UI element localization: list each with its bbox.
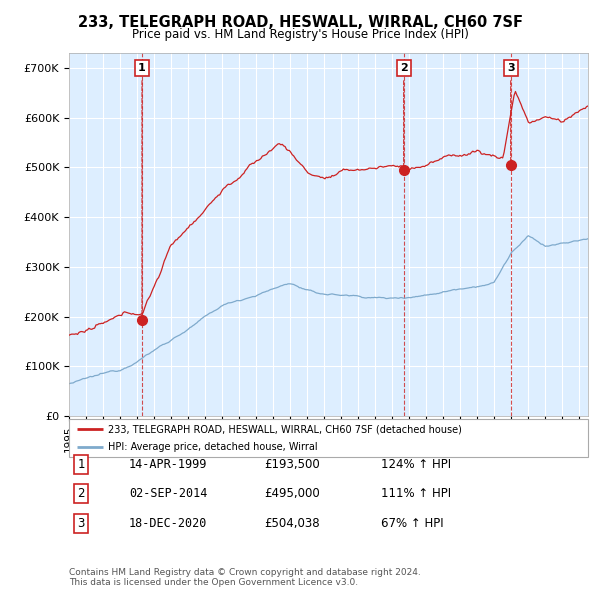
Text: 1: 1: [77, 458, 85, 471]
Text: 3: 3: [77, 517, 85, 530]
Text: 1: 1: [138, 63, 146, 73]
Text: 111% ↑ HPI: 111% ↑ HPI: [381, 487, 451, 500]
Text: 14-APR-1999: 14-APR-1999: [129, 458, 208, 471]
Text: Contains HM Land Registry data © Crown copyright and database right 2024.
This d: Contains HM Land Registry data © Crown c…: [69, 568, 421, 587]
Text: £504,038: £504,038: [264, 517, 320, 530]
Text: HPI: Average price, detached house, Wirral: HPI: Average price, detached house, Wirr…: [108, 442, 317, 452]
Text: 67% ↑ HPI: 67% ↑ HPI: [381, 517, 443, 530]
Text: 18-DEC-2020: 18-DEC-2020: [129, 517, 208, 530]
Text: 2: 2: [77, 487, 85, 500]
Text: 124% ↑ HPI: 124% ↑ HPI: [381, 458, 451, 471]
Text: 233, TELEGRAPH ROAD, HESWALL, WIRRAL, CH60 7SF: 233, TELEGRAPH ROAD, HESWALL, WIRRAL, CH…: [77, 15, 523, 30]
Text: 2: 2: [400, 63, 407, 73]
Text: £495,000: £495,000: [264, 487, 320, 500]
Text: 233, TELEGRAPH ROAD, HESWALL, WIRRAL, CH60 7SF (detached house): 233, TELEGRAPH ROAD, HESWALL, WIRRAL, CH…: [108, 424, 462, 434]
Text: 3: 3: [507, 63, 515, 73]
Text: Price paid vs. HM Land Registry's House Price Index (HPI): Price paid vs. HM Land Registry's House …: [131, 28, 469, 41]
Text: £193,500: £193,500: [264, 458, 320, 471]
Text: 02-SEP-2014: 02-SEP-2014: [129, 487, 208, 500]
